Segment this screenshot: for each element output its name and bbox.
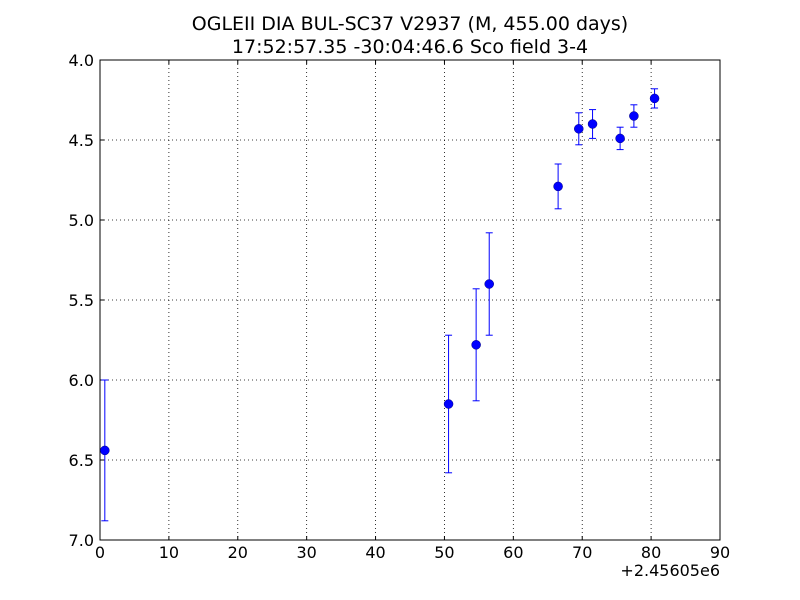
x-tick-label: 70 — [572, 543, 592, 562]
x-offset-label: +2.45605e6 — [620, 561, 720, 580]
y-tick-label: 7.0 — [69, 531, 94, 550]
chart-title-line1: OGLEII DIA BUL-SC37 V2937 (M, 455.00 day… — [192, 13, 628, 35]
y-tick-label: 6.0 — [69, 371, 94, 390]
y-tick-label: 6.5 — [69, 451, 94, 470]
data-point — [649, 93, 660, 104]
x-tick-label: 50 — [434, 543, 454, 562]
data-point — [574, 124, 584, 134]
data-point — [629, 111, 639, 121]
x-tick-label: 40 — [365, 543, 385, 562]
y-tick-label: 5.0 — [69, 211, 94, 230]
data-point — [553, 181, 563, 192]
x-tick-label: 60 — [503, 543, 523, 562]
x-tick-label: 30 — [296, 543, 316, 562]
data-point — [587, 119, 598, 129]
x-tick-label: 90 — [710, 543, 730, 562]
data-point — [484, 279, 494, 289]
x-tick-label: 0 — [95, 543, 105, 562]
x-tick-label: 20 — [228, 543, 248, 562]
plot-area: 0 10 20 30 40 50 60 70 80 90 4.0 4.5 5.0 5.5 6.0 6.5 7.0 — [69, 51, 731, 562]
y-tick-label: 4.0 — [69, 51, 94, 70]
data-point — [471, 340, 481, 350]
chart-title-line2: 17:52:57.35 -30:04:46.6 Sco field 3-4 — [232, 36, 588, 58]
x-tick-label: 10 — [159, 543, 179, 562]
x-tick-label: 80 — [641, 543, 661, 562]
data-point — [443, 399, 454, 409]
y-tick-label: 4.5 — [69, 131, 94, 150]
data-point — [100, 445, 110, 456]
data-point — [615, 133, 625, 144]
y-tick-label: 5.5 — [69, 291, 94, 310]
